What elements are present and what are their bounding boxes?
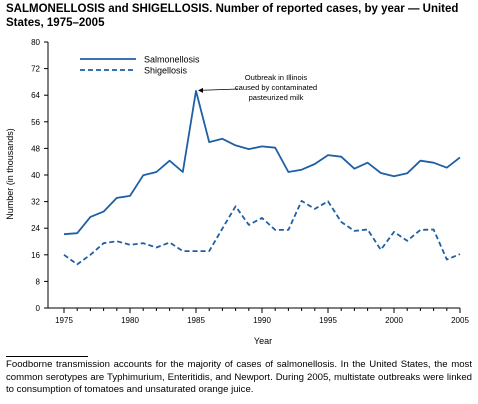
legend-label-shigellosis: Shigellosis	[144, 66, 188, 76]
x-tick-label: 1980	[121, 316, 139, 325]
annotation-text-line: caused by contaminated	[235, 83, 317, 92]
annotation-arrowhead	[198, 87, 203, 93]
chart-series	[63, 90, 461, 266]
legend-label-salmonellosis: Salmonellosis	[144, 55, 200, 65]
y-tick-label: 40	[31, 171, 40, 180]
annotation-leader-line	[198, 88, 239, 91]
x-tick-label: 1975	[55, 316, 73, 325]
x-tick-label: 1985	[187, 316, 205, 325]
footnote-text: Foodborne transmission accounts for the …	[6, 359, 472, 395]
x-axis-label: Year	[254, 336, 272, 346]
chart-title: SALMONELLOSIS and SHIGELLOSIS. Number of…	[6, 3, 459, 29]
y-tick-label: 72	[31, 65, 40, 74]
y-tick-label: 48	[31, 144, 40, 153]
chart-ticks: 0 8 16 24 32 40 48 56 64 72 80 1975 1980 1985 1990 1995…	[31, 38, 469, 325]
x-tick-label: 2005	[451, 316, 469, 325]
y-axis-label: Number (in thousands)	[5, 128, 15, 220]
y-tick-label: 80	[31, 38, 40, 47]
y-tick-label: 32	[31, 198, 40, 207]
x-tick-label: 1995	[319, 316, 337, 325]
y-tick-label: 56	[31, 118, 40, 127]
footnote-divider	[6, 356, 88, 357]
annotation-text-line: pasteurized milk	[249, 93, 304, 102]
annotation-text-line: Outbreak in Illinois	[245, 73, 308, 82]
y-tick-label: 0	[36, 304, 41, 313]
y-tick-label: 24	[31, 224, 40, 233]
series-line-salmonellosis	[63, 90, 461, 236]
series-line-shigellosis	[63, 199, 461, 266]
x-tick-label: 1990	[253, 316, 271, 325]
y-tick-label: 64	[31, 91, 40, 100]
y-tick-label: 16	[31, 251, 40, 260]
x-tick-label: 2000	[385, 316, 403, 325]
y-tick-label: 8	[36, 277, 41, 286]
